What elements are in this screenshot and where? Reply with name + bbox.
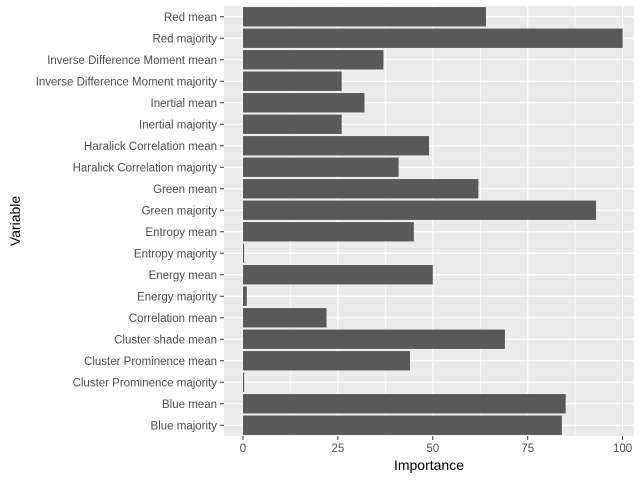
bar <box>242 28 623 48</box>
y-tick-label: Green mean <box>153 184 217 196</box>
bar <box>242 7 486 27</box>
y-axis: Red mean Red majority Inverse Difference M… <box>36 12 224 432</box>
bar <box>242 372 245 392</box>
bar <box>242 50 384 70</box>
bar <box>242 114 342 134</box>
x-tick-label: 75 <box>521 443 534 455</box>
y-tick-label: Inverse Difference Moment mean <box>47 55 217 67</box>
bar <box>242 265 433 285</box>
x-tick-label: 25 <box>331 443 344 455</box>
y-axis-title: Variable <box>7 196 23 247</box>
y-tick-label: Entropy majority <box>134 248 217 260</box>
y-tick-label: Red majority <box>152 33 217 45</box>
x-tick-label: 0 <box>240 443 246 455</box>
y-tick-label: Inertial majority <box>139 119 217 131</box>
y-tick-label: Blue mean <box>162 399 217 411</box>
bar <box>242 200 597 220</box>
x-tick-label: 100 <box>613 443 632 455</box>
y-tick-label: Haralick Correlation mean <box>84 141 217 153</box>
x-tick-label: 50 <box>426 443 439 455</box>
bar <box>242 222 414 242</box>
x-axis-title: Importance <box>394 457 464 473</box>
y-tick-label: Energy mean <box>149 270 217 282</box>
y-tick-label: Cluster Prominence mean <box>84 356 217 368</box>
bar <box>242 394 566 414</box>
y-tick-label: Inverse Difference Moment majority <box>36 76 218 88</box>
y-tick-label: Haralick Correlation majority <box>73 162 218 174</box>
y-tick-label: Red mean <box>164 12 217 24</box>
bar <box>242 93 365 113</box>
y-tick-label: Blue majority <box>151 420 218 432</box>
y-tick-label: Cluster shade mean <box>114 334 217 346</box>
bar <box>242 136 429 156</box>
bar <box>242 179 479 199</box>
bar <box>242 71 342 91</box>
bar <box>242 243 245 263</box>
bar <box>242 286 247 306</box>
y-tick-label: Inertial mean <box>151 98 217 110</box>
bar <box>242 308 327 328</box>
x-axis: 0 25 50 75 100 <box>240 436 632 455</box>
y-tick-label: Entropy mean <box>145 227 217 239</box>
plot-panel <box>224 6 634 436</box>
y-tick-label: Green majority <box>142 205 218 217</box>
y-tick-label: Cluster Prominence majority <box>73 377 218 389</box>
bar <box>242 329 505 349</box>
y-tick-label: Correlation mean <box>129 313 217 325</box>
bar <box>242 351 411 371</box>
bar <box>242 157 399 177</box>
bars <box>242 7 623 435</box>
y-tick-label: Energy majority <box>137 291 217 303</box>
bar <box>242 415 562 435</box>
